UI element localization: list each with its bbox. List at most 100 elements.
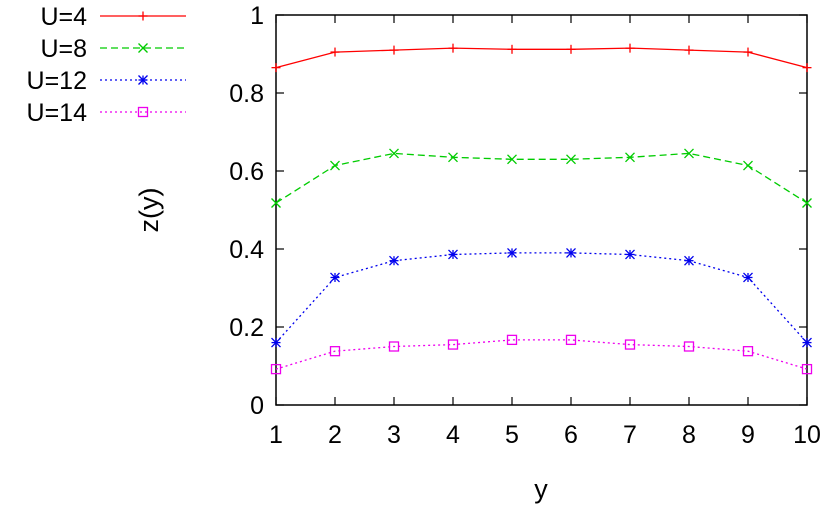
marker-stroke [389, 148, 399, 159]
data-point [271, 337, 281, 348]
y-tick-label: 1 [250, 2, 264, 30]
marker-stroke [448, 249, 458, 260]
data-point [743, 160, 753, 171]
marker-stroke [742, 346, 754, 357]
data-point [801, 363, 813, 375]
series-layer [270, 43, 813, 375]
data-point [684, 255, 694, 266]
data-point [330, 47, 340, 57]
marker-stroke [271, 198, 281, 208]
marker-stroke [802, 337, 812, 348]
data-point [506, 334, 518, 346]
data-point [329, 346, 341, 357]
marker-stroke [507, 247, 517, 258]
legend-item: U=8 [40, 35, 186, 63]
x-tick-label: 10 [793, 421, 821, 449]
marker-stroke [271, 337, 281, 348]
data-point [624, 339, 636, 350]
data-point [270, 363, 282, 375]
marker-stroke [802, 198, 812, 208]
data-point [684, 148, 694, 159]
legend-item: U=4 [40, 3, 186, 31]
x-tick-label: 7 [623, 421, 637, 449]
data-point [742, 346, 754, 357]
series-u12 [271, 247, 812, 348]
y-axis-label: z(y) [134, 188, 164, 233]
legend-item: U=14 [27, 99, 186, 127]
series-line [275, 47, 808, 69]
marker-stroke [566, 154, 576, 165]
marker-stroke [138, 43, 148, 53]
series-line [275, 252, 808, 344]
marker-stroke [507, 154, 517, 165]
x-tick-label: 1 [269, 421, 283, 449]
data-point [389, 45, 399, 55]
x-tick-label: 8 [682, 421, 696, 449]
marker-stroke [330, 272, 340, 283]
marker-stroke [566, 247, 576, 258]
data-point [507, 154, 517, 165]
data-point [625, 152, 635, 163]
marker-stroke [684, 148, 694, 159]
x-tick-label: 3 [387, 421, 401, 449]
legend-label: U=4 [40, 3, 87, 31]
x-tick-label: 9 [741, 421, 755, 449]
marker-stroke [330, 160, 340, 171]
data-point [389, 148, 399, 159]
data-point [448, 43, 458, 53]
x-tick-label: 5 [505, 421, 519, 449]
data-point [138, 75, 148, 85]
data-point [625, 43, 635, 53]
data-point [271, 198, 281, 208]
series-u14 [270, 334, 813, 375]
data-point [138, 43, 148, 53]
marker-stroke [138, 75, 148, 85]
data-point [330, 272, 340, 283]
legend: U=4 U=8 U=12 U=14 [27, 3, 186, 127]
y-tick-label: 0.4 [229, 236, 264, 264]
axes: 1 2 3 4 5 6 7 8 9 10 0 0.2 0.4 0.6 0.8 1 [229, 2, 821, 449]
data-point [565, 334, 577, 346]
marker-stroke [683, 341, 695, 352]
series-line [275, 152, 808, 204]
x-tick-label: 2 [328, 421, 342, 449]
data-point [137, 106, 149, 118]
x-axis-label: y [534, 474, 548, 504]
data-point [625, 249, 635, 260]
marker-stroke [743, 272, 753, 283]
marker-stroke [624, 339, 636, 350]
data-point [566, 44, 576, 54]
y-tick-label: 0.2 [229, 314, 264, 342]
marker-stroke [389, 255, 399, 266]
marker-stroke [329, 346, 341, 357]
data-point [448, 249, 458, 260]
legend-item: U=12 [27, 67, 186, 95]
marker-stroke [743, 160, 753, 171]
marker-stroke [447, 339, 459, 350]
data-point [743, 47, 753, 57]
marker-stroke [565, 334, 577, 346]
x-tick-label: 4 [446, 421, 460, 449]
data-point [389, 255, 399, 266]
data-point [802, 63, 812, 73]
data-point [566, 247, 576, 258]
data-point [271, 63, 281, 73]
y-tick-label: 0.8 [229, 80, 264, 108]
marker-stroke [270, 363, 282, 375]
marker-stroke [625, 152, 635, 163]
data-point [566, 154, 576, 165]
series-u8 [271, 148, 812, 208]
data-point [330, 160, 340, 171]
y-tick-label: 0.6 [229, 158, 264, 186]
data-point [802, 198, 812, 208]
series-line [275, 339, 808, 370]
marker-stroke [448, 152, 458, 163]
x-tick-label: 6 [564, 421, 578, 449]
marker-stroke [137, 106, 149, 118]
marker-stroke [388, 341, 400, 352]
data-point [743, 272, 753, 283]
data-point [447, 339, 459, 350]
data-point [802, 337, 812, 348]
data-point [507, 247, 517, 258]
